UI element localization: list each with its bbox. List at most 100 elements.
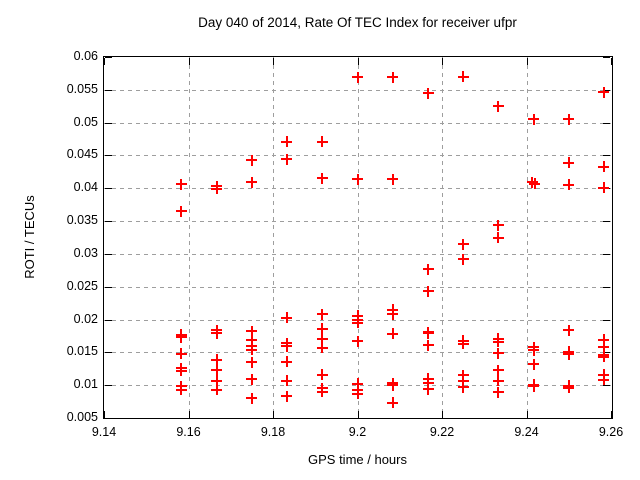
y-tick-left	[105, 319, 112, 321]
x-tick-bottom	[526, 411, 528, 418]
data-point-marker	[211, 327, 223, 339]
x-tick-label: 9.22	[429, 425, 455, 439]
x-tick-label: 9.2	[348, 425, 367, 439]
data-point-marker	[422, 383, 434, 395]
x-tick-label: 9.14	[91, 425, 117, 439]
y-gridline	[104, 155, 611, 157]
data-point-marker	[422, 285, 434, 297]
y-tick-label: 0.035	[66, 213, 98, 228]
data-point-marker	[246, 373, 258, 385]
y-tick-left	[105, 286, 112, 288]
y-tick-left	[105, 155, 112, 157]
y-tick-right	[603, 155, 610, 157]
data-point-marker	[211, 354, 223, 366]
y-tick-label: 0.04	[73, 180, 98, 195]
data-point-marker	[457, 338, 469, 350]
data-point-marker	[492, 375, 504, 387]
x-tick-bottom	[442, 411, 443, 418]
data-point-marker	[281, 375, 293, 387]
data-point-marker	[563, 113, 575, 125]
data-point-marker	[387, 308, 399, 320]
y-tick-left	[105, 89, 112, 91]
y-gridline	[104, 253, 611, 255]
data-point-marker	[563, 157, 575, 169]
y-tick-right	[603, 385, 610, 387]
x-gridline	[442, 57, 443, 418]
data-point-marker	[492, 347, 504, 359]
y-tick-right	[603, 122, 610, 124]
data-point-marker	[563, 179, 575, 191]
data-point-marker	[281, 312, 293, 324]
data-point-marker	[563, 324, 575, 336]
data-point-marker	[387, 397, 399, 409]
data-point-marker	[529, 178, 541, 190]
x-gridline	[357, 57, 359, 418]
x-tick-bottom	[104, 411, 105, 418]
x-gridline	[526, 57, 528, 418]
data-point-marker	[175, 384, 187, 396]
y-tick-label: 0.02	[73, 311, 98, 326]
data-point-marker	[246, 356, 258, 368]
y-tick-left	[105, 385, 112, 387]
y-tick-right	[603, 188, 610, 190]
data-point-marker	[316, 308, 328, 320]
chart-title: Day 040 of 2014, Rate Of TEC Index for r…	[198, 15, 517, 30]
data-point-marker	[387, 328, 399, 340]
data-point-marker	[246, 334, 258, 346]
x-gridline	[273, 57, 274, 418]
y-tick-label: 0.025	[66, 278, 98, 293]
data-point-marker	[246, 344, 258, 356]
x-tick-top	[357, 58, 359, 65]
data-point-marker	[175, 331, 187, 343]
y-gridline	[104, 122, 611, 124]
data-point-marker	[352, 335, 363, 347]
y-gridline	[104, 188, 611, 190]
y-axis-label: ROTI / TECUs	[22, 195, 37, 279]
x-tick-top	[526, 58, 528, 65]
y-gridline	[104, 221, 611, 223]
y-tick-right	[603, 319, 610, 321]
x-tick-bottom	[357, 411, 359, 418]
data-point-marker	[281, 136, 293, 148]
data-point-marker	[492, 336, 504, 348]
data-point-marker	[281, 340, 293, 352]
y-tick-right	[603, 286, 610, 288]
y-gridline	[104, 89, 611, 91]
y-tick-label: 0.05	[73, 114, 98, 129]
y-tick-right	[603, 221, 610, 223]
data-point-marker	[492, 100, 504, 112]
data-point-marker	[352, 173, 363, 185]
y-tick-right	[603, 253, 610, 255]
data-point-marker	[457, 253, 469, 265]
data-point-marker	[422, 87, 434, 99]
data-point-marker	[316, 369, 328, 381]
data-point-marker	[387, 379, 399, 391]
data-point-marker	[598, 86, 610, 98]
data-point-marker	[457, 381, 469, 393]
data-point-marker	[598, 334, 610, 346]
x-axis-label: GPS time / hours	[308, 452, 407, 467]
data-point-marker	[316, 333, 328, 345]
data-point-marker	[528, 358, 540, 370]
data-point-marker	[492, 364, 504, 376]
data-point-marker	[387, 71, 399, 83]
y-tick-right	[603, 352, 610, 354]
x-tick-bottom	[188, 411, 190, 418]
data-point-marker	[175, 178, 187, 190]
data-point-marker	[281, 153, 293, 165]
x-tick-label: 9.24	[514, 425, 539, 439]
data-point-marker	[352, 378, 363, 390]
data-point-marker	[563, 382, 575, 394]
data-point-marker	[387, 173, 399, 185]
x-tick-bottom	[611, 411, 612, 418]
y-tick-label: 0.03	[73, 245, 98, 260]
x-tick-top	[611, 58, 612, 65]
data-point-marker	[316, 342, 328, 354]
plot-border	[103, 56, 613, 419]
data-point-marker	[528, 380, 540, 392]
data-point-marker	[422, 339, 434, 351]
data-point-marker	[211, 384, 223, 396]
data-point-marker	[598, 161, 610, 173]
data-point-marker	[528, 344, 540, 356]
data-point-marker	[281, 390, 293, 402]
